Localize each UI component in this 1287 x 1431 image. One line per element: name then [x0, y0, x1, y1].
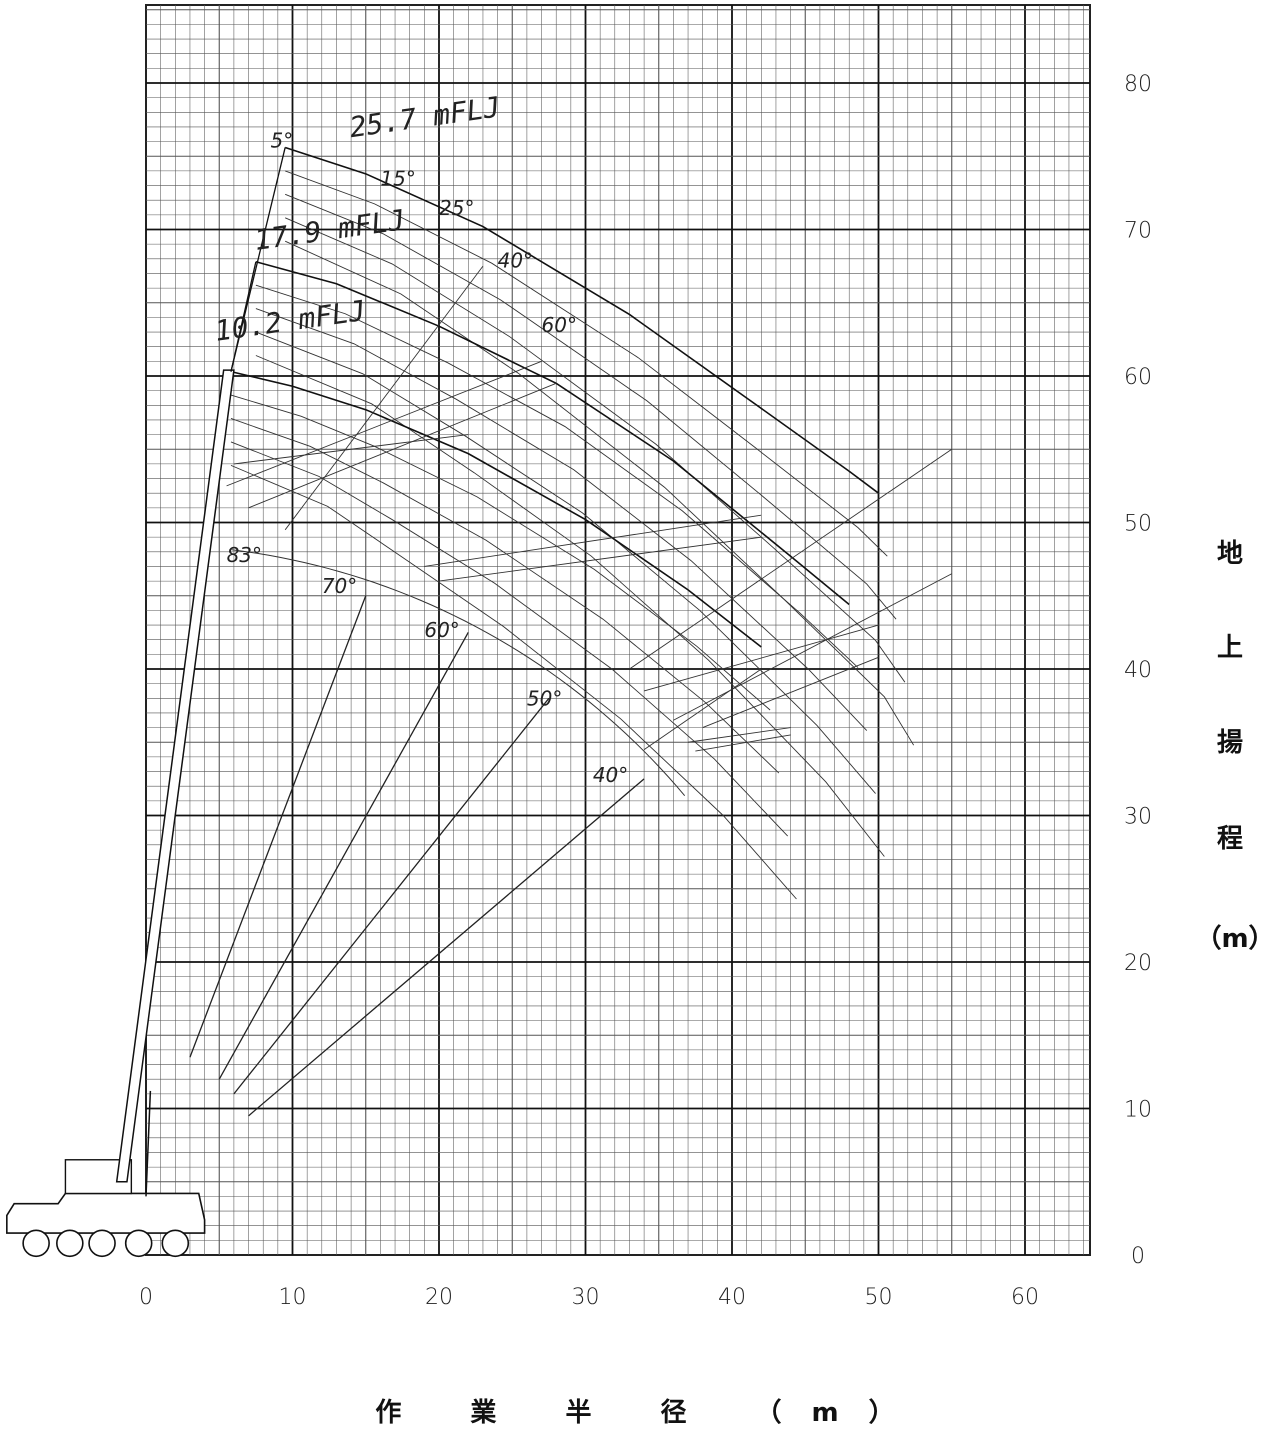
angle-annotation: 83°: [227, 543, 262, 567]
series-offset-line: [284, 240, 915, 746]
range-fan-line: [643, 668, 762, 750]
y-tick-label: 70: [1124, 219, 1152, 244]
range-fan-line: [702, 656, 879, 729]
range-fan-line: [424, 514, 762, 567]
series-offset-line: [285, 193, 897, 620]
angle-annotation: 25°: [439, 196, 474, 220]
y-tick-label: 60: [1124, 365, 1152, 390]
crane-drawing: [6, 147, 286, 1258]
range-curves: [189, 146, 953, 1117]
range-fan-line: [643, 624, 879, 692]
series-line: [284, 146, 879, 494]
x-tick-label: 50: [865, 1285, 893, 1310]
series-offset-line: [230, 441, 788, 837]
crane-jib: [230, 261, 257, 372]
boom-angle-line: [233, 697, 550, 1095]
crane-wheel: [88, 1229, 116, 1258]
series-offset-line: [230, 464, 797, 900]
jib-spoke-line: [226, 360, 542, 487]
crane-wheel: [124, 1229, 153, 1258]
angle-annotation: 60°: [542, 313, 577, 337]
series-offset-line: [255, 331, 876, 794]
angle-annotation: 5°: [271, 128, 294, 152]
y-axis-label-char: （m）: [1195, 924, 1275, 954]
x-tick-label: 0: [139, 1285, 153, 1310]
y-tick-label: 50: [1124, 512, 1152, 537]
angle-annotation: 60°: [424, 618, 459, 642]
chart-grid: [145, 4, 1091, 1256]
y-tick-label: 40: [1124, 658, 1152, 683]
range-fan-line: [687, 727, 791, 743]
y-axis-label-char: 地: [1216, 539, 1243, 569]
crane-wheel: [56, 1229, 84, 1258]
series-offset-line: [284, 217, 906, 683]
crane-carrier: [6, 1192, 206, 1234]
crane-boom: [115, 369, 235, 1183]
y-tick-label: 20: [1124, 951, 1152, 976]
y-axis-label-char: 揚: [1216, 728, 1243, 758]
x-tick-label: 60: [1011, 1285, 1039, 1310]
jib-spoke-line: [233, 434, 469, 465]
series-offset-line: [255, 355, 885, 857]
y-tick-label: 30: [1124, 805, 1152, 830]
crane-derrick: [145, 1090, 152, 1197]
angle-annotation: 40°: [593, 763, 628, 787]
y-axis-label-char: 上: [1216, 633, 1243, 663]
x-tick-label: 20: [425, 1285, 453, 1310]
series-line: [230, 370, 762, 648]
jib-length-label: 25.7 mFLJ: [347, 90, 502, 144]
series-offset-line: [255, 284, 859, 668]
y-tick-label: 80: [1124, 72, 1152, 97]
jib-spoke-line: [248, 382, 557, 509]
x-tick-label: 10: [279, 1285, 307, 1310]
series-offset-line: [285, 170, 888, 557]
series-offset-line: [230, 418, 780, 774]
boom-angle-line: [248, 778, 645, 1117]
angle-annotation: 40°: [498, 249, 533, 273]
range-fan-line: [629, 448, 953, 670]
series-offset-line: [255, 308, 868, 731]
range-fan-line: [695, 734, 791, 752]
boom-angle-line: [189, 595, 367, 1058]
y-tick-label: 0: [1131, 1244, 1145, 1269]
jib-length-label: 17.9 mFLJ: [252, 203, 407, 257]
jib-length-label: 10.2 mFLJ: [213, 294, 368, 348]
angle-annotation: 70°: [322, 574, 357, 598]
boom-angle-arc: [231, 549, 686, 796]
series-offset-line: [230, 394, 771, 711]
jib-spoke-line: [284, 265, 484, 531]
x-tick-label: 30: [572, 1285, 600, 1310]
angle-annotation: 15°: [380, 167, 415, 191]
angle-annotation: 50°: [527, 687, 562, 711]
y-axis-label-char: 程: [1216, 824, 1243, 854]
boom-angle-line: [218, 632, 469, 1080]
crane-wheel: [22, 1229, 50, 1258]
range-fan-line: [673, 573, 952, 721]
x-axis-label: 作 業 半 径 （m）: [375, 1398, 925, 1428]
range-fan-line: [438, 536, 762, 582]
crane-wheel: [161, 1229, 190, 1258]
x-tick-label: 40: [718, 1285, 746, 1310]
y-tick-label: 10: [1124, 1098, 1152, 1123]
grid-frame: [145, 4, 1091, 1256]
